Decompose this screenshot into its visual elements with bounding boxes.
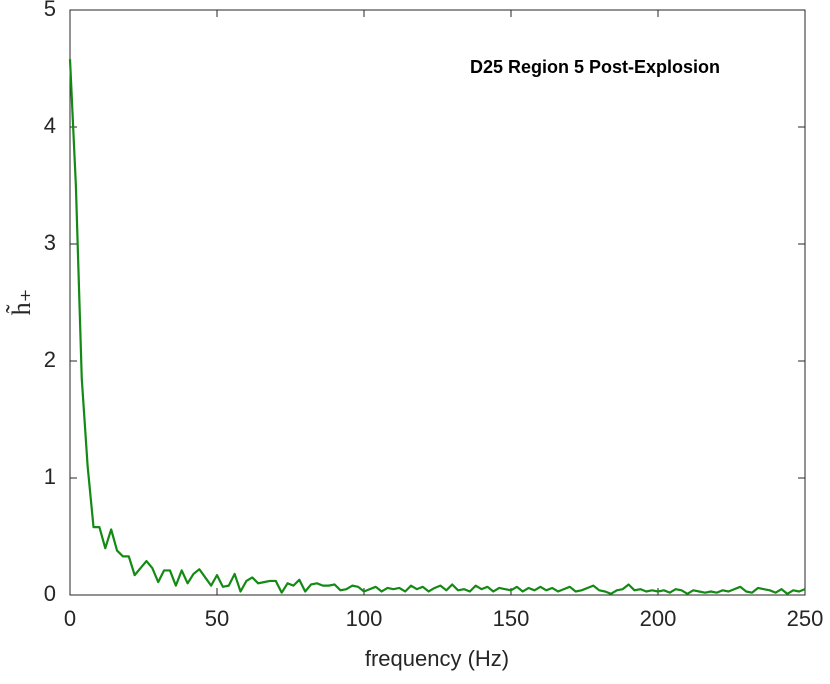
x-axis-label: frequency (Hz) <box>365 646 509 671</box>
plot-frame <box>69 9 806 596</box>
y-tick-label: 4 <box>44 113 56 138</box>
y-tick-label: 0 <box>44 581 56 606</box>
x-tick-label: 50 <box>205 606 229 631</box>
y-tick-label: 3 <box>44 230 56 255</box>
y-tick-label: 1 <box>44 464 56 489</box>
x-tick-label: 0 <box>64 606 76 631</box>
x-tick-label: 100 <box>346 606 383 631</box>
x-tick-label: 250 <box>787 606 824 631</box>
data-line <box>68 59 806 595</box>
annotation: D25 Region 5 Post-Explosion <box>470 57 720 77</box>
y-tick-label: 2 <box>44 347 56 372</box>
y-axis-label: h̃₊ <box>7 289 36 316</box>
x-tick-label: 150 <box>493 606 530 631</box>
y-tick-label: 5 <box>44 0 56 21</box>
x-tick-label: 200 <box>640 606 677 631</box>
